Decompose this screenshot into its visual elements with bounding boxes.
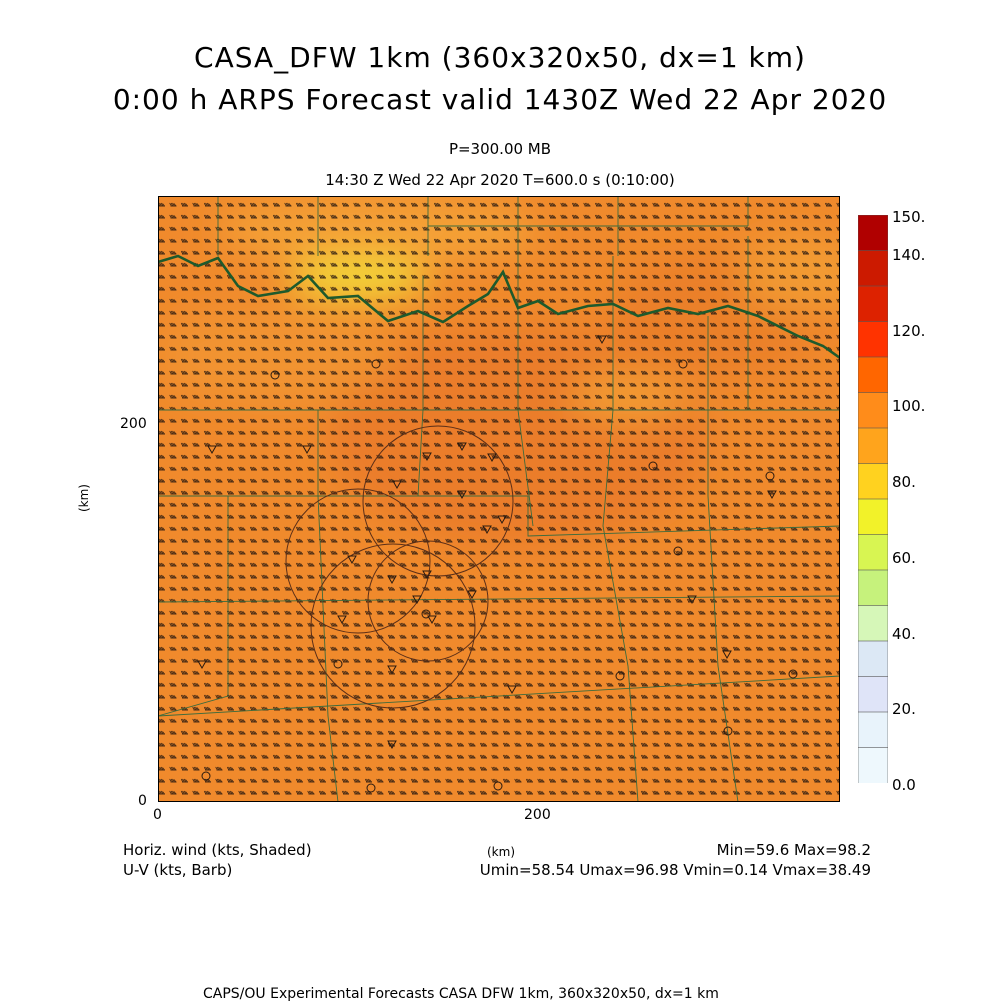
river-boundary [158,254,840,360]
title-line1: CASA_DFW 1km (360x320x50, dx=1 km) [194,41,806,74]
radar-rings [285,425,514,709]
colorbar-swatch [858,605,888,642]
footer-credit: CAPS/OU Experimental Forecasts CASA DFW … [203,986,719,1002]
pressure-level: P=300.00 MB [448,140,552,158]
colorbar-swatch [858,250,888,287]
map-frame [158,196,840,802]
colorbar-label: 60. [892,548,916,567]
colorbar-label: 20. [892,700,916,719]
x-axis-unit: (km) [487,845,516,859]
colorbar-swatch [858,569,888,607]
colorbar-label: 40. [892,624,916,643]
colorbar-swatch [858,392,888,429]
colorbar-swatch [858,427,888,465]
wind-barbs [158,196,840,802]
colorbar-swatch [858,498,888,536]
x-tick-200: 200 [524,807,551,823]
colorbar-swatch [858,463,888,500]
colorbar-swatch [858,285,888,323]
colorbar-swatch [858,747,888,783]
colorbar-label: 100. [892,397,926,416]
x-tick-0: 0 [153,807,162,823]
uv-range-summary: Umin=58.54 Umax=96.98 Vmin=0.14 Vmax=38.… [479,861,871,879]
colorbar-label: 120. [892,321,926,340]
y-axis-unit: (km) [77,483,92,513]
colorbar-swatch [858,215,888,252]
colorbar [858,215,888,783]
colorbar-swatch [858,356,888,394]
colorbar-swatch [858,534,888,571]
legend-barb: U-V (kts, Barb) [123,861,233,879]
min-max-summary: Min=59.6 Max=98.2 [716,841,871,859]
colorbar-swatch [858,711,888,749]
y-tick-200: 200 [120,416,147,432]
valid-time: 14:30 Z Wed 22 Apr 2020 T=600.0 s (0:10:… [325,171,675,189]
colorbar-label: 140. [892,245,926,264]
title-line2: 0:00 h ARPS Forecast valid 1430Z Wed 22 … [112,83,888,116]
colorbar-swatch [858,321,888,358]
y-tick-0: 0 [138,793,147,809]
county-lines [158,196,840,802]
colorbar-label: 150. [892,208,926,226]
station-markers [197,335,798,793]
wind-map [158,196,840,802]
colorbar-swatch [858,640,888,678]
legend-shaded: Horiz. wind (kts, Shaded) [123,841,312,859]
colorbar-label: 0.0 [892,776,916,794]
colorbar-label: 80. [892,473,916,492]
colorbar-swatch [858,676,888,713]
